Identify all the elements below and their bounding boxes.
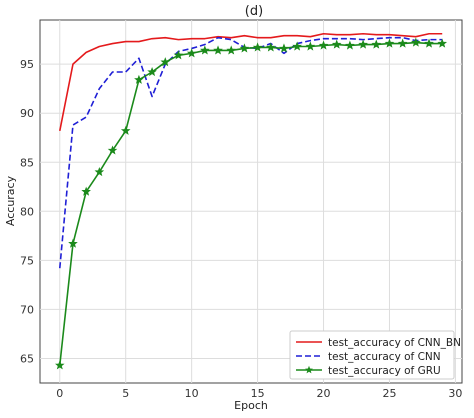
data-point [200,45,210,55]
chart-title: (d) [245,4,263,19]
y-axis-label: Accuracy [4,175,17,226]
y-tick-label: 80 [20,205,34,218]
series-test-accuracy-of-cnn-bn [58,32,443,132]
series-layer [55,32,448,370]
x-tick-label: 0 [56,387,63,400]
data-point [331,39,342,49]
data-point [160,57,171,67]
data-point [147,66,157,77]
legend: test_accuracy of CNN_BN test_accuracy of … [289,330,461,380]
data-point [358,39,368,49]
y-tick-label: 85 [20,156,34,169]
data-point [81,186,91,196]
data-point [239,43,250,53]
grid-lines [40,20,462,383]
data-point [120,125,131,135]
data-point [55,360,65,370]
y-tick-label: 90 [20,107,34,120]
data-point [292,41,302,51]
data-point [134,74,144,84]
legend-marker [305,365,313,374]
data-point [305,41,316,51]
data-point [107,145,118,155]
plot-area [39,19,463,384]
legend-label: test_accuracy of GRU [328,365,441,377]
data-point [424,38,434,48]
x-tick-label: 30 [448,387,462,400]
data-point [397,38,408,48]
data-point [213,45,223,55]
data-point [411,37,421,47]
x-tick-label: 15 [251,387,265,400]
y-tick-label: 95 [20,58,34,71]
data-point [279,43,289,53]
x-tick-labels: 0 5 10 15 20 25 30 [56,387,462,400]
y-tick-label: 70 [20,303,34,316]
data-point [173,50,184,60]
data-point [371,39,382,49]
x-tick-label: 5 [122,387,129,400]
legend-label: test_accuracy of CNN_BN [328,337,461,349]
legend-label: test_accuracy of CNN [328,351,441,363]
data-point [318,40,329,50]
series-line [58,32,443,132]
data-point [68,238,78,248]
x-axis-label: Epoch [234,399,268,412]
data-point [437,38,448,48]
legend-box [289,330,455,380]
x-tick-label: 10 [185,387,199,400]
data-point [345,40,355,50]
data-point [384,38,395,48]
y-tick-labels: 65 70 75 80 85 90 95 [20,58,34,365]
x-tick-label: 25 [382,387,396,400]
y-tick-label: 65 [20,352,34,365]
y-tick-label: 75 [20,254,34,267]
data-point [252,42,263,52]
data-point [266,42,276,52]
series-test-accuracy-of-gru [55,37,448,370]
data-point [94,167,105,177]
x-tick-label: 20 [317,387,331,400]
data-point [186,48,197,58]
data-point [226,45,237,55]
